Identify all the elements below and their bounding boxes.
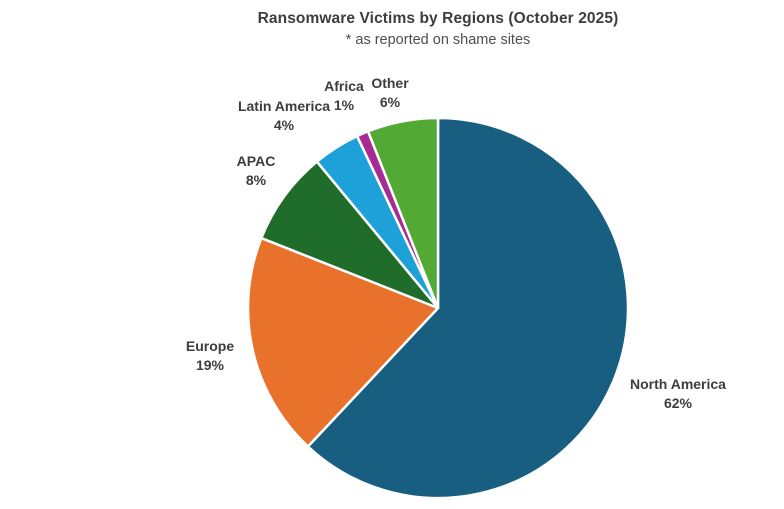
pie-slice-apac bbox=[260, 160, 440, 310]
pie-slice-other bbox=[366, 116, 440, 310]
slice-label-europe: Europe 19% bbox=[186, 338, 234, 373]
pie-slice-north-america bbox=[306, 116, 630, 500]
slice-label-north-america: North America 62% bbox=[630, 376, 726, 411]
slice-label-apac: APAC 8% bbox=[237, 153, 276, 188]
slice-label-latin-america: Latin America 4% bbox=[238, 98, 330, 133]
slice-label-africa: Africa 1% bbox=[324, 78, 364, 113]
slice-label-other: Other 6% bbox=[371, 75, 409, 110]
